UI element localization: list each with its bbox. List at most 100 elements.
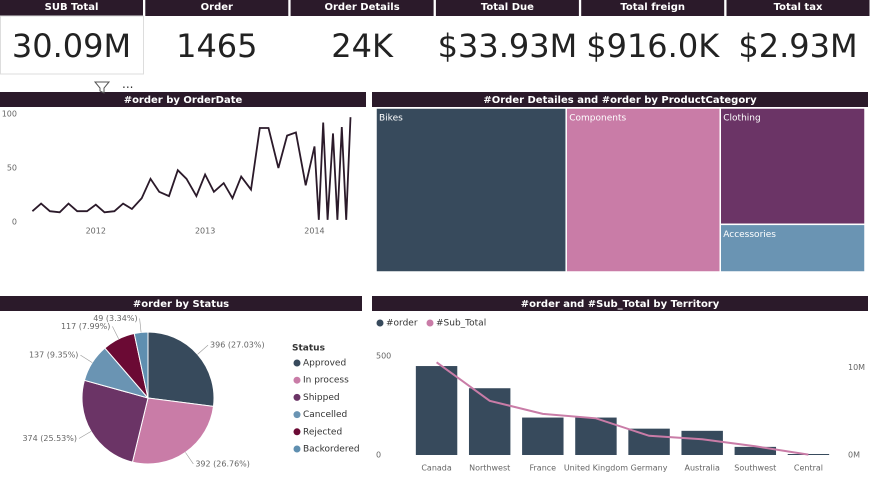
legend-swatch — [293, 411, 301, 419]
treemap-tile — [719, 223, 866, 273]
legend-swatch — [293, 428, 301, 436]
panel-title: #order by Status — [133, 299, 229, 310]
card-header — [726, 0, 870, 16]
leader-line — [185, 452, 194, 465]
x-tick-label: France — [530, 464, 557, 473]
more-icon[interactable]: ··· — [122, 81, 133, 95]
legend-label: Shipped — [303, 393, 340, 403]
bar — [734, 446, 777, 455]
card-header — [145, 0, 289, 16]
legend-title: Status — [292, 344, 325, 354]
legend-label: Rejected — [303, 427, 342, 437]
y2-tick-label: 0M — [848, 451, 860, 460]
card-value: $916.0K — [586, 27, 720, 65]
card-title: Total freign — [620, 2, 685, 13]
card-value: 1465 — [176, 27, 257, 65]
panel-title: #Order Detailes and #order by ProductCat… — [483, 95, 757, 106]
x-tick-label: Central — [794, 464, 823, 473]
card-value: $33.93M — [438, 27, 578, 65]
x-tick-label: United Kingdom — [564, 464, 628, 473]
leader-line — [80, 354, 93, 363]
legend-swatch — [426, 319, 434, 327]
bar — [787, 454, 830, 455]
x-tick-label: 2014 — [304, 227, 324, 236]
x-tick-label: Germany — [631, 464, 668, 473]
x-tick-label: 2012 — [86, 227, 106, 236]
pie-slice — [133, 331, 149, 399]
panel-header — [372, 92, 868, 107]
leader-line — [197, 344, 209, 355]
line — [436, 361, 809, 456]
x-tick-label: 2013 — [195, 227, 215, 236]
panel-header — [0, 296, 362, 311]
card-value: $2.93M — [738, 27, 857, 65]
legend-label: #Sub_Total — [436, 319, 486, 329]
data-label: 396 (27.03%) — [210, 341, 265, 350]
bar — [522, 417, 564, 455]
bar — [681, 430, 723, 455]
data-label: 374 (25.53%) — [22, 434, 77, 443]
card-title: SUB Total — [45, 2, 99, 13]
card-header — [0, 0, 143, 16]
treemap-tile — [719, 107, 866, 226]
card-value: 24K — [331, 27, 394, 65]
cards: SUB Total 30.09M Order 1465 Order Details 24K… — [0, 0, 870, 75]
pie-slice — [147, 331, 215, 407]
filter-icon[interactable] — [93, 81, 111, 94]
y-tick-label: 500 — [376, 351, 391, 360]
tile-label: Components — [569, 114, 626, 124]
card-value: 30.09M — [12, 27, 131, 65]
tile-label: Accessories — [723, 230, 776, 240]
treemap-panel: #Order Detailes and #order by ProductCat… — [372, 92, 868, 273]
card-title: Order Details — [324, 2, 399, 13]
data-label: 49 (3.34%) — [93, 314, 137, 323]
card-title: Total tax — [774, 2, 823, 13]
card-title: Total Due — [481, 2, 534, 13]
card-selected — [0, 15, 144, 75]
x-tick-label: Southwest — [734, 464, 776, 473]
legend-label: Backordered — [303, 445, 360, 455]
legend-swatch — [293, 393, 301, 401]
line — [31, 117, 352, 220]
leader-line — [112, 326, 119, 340]
bar — [415, 366, 458, 455]
leader-line — [139, 318, 142, 333]
tile-label: Clothing — [723, 114, 760, 124]
legend-swatch — [293, 445, 301, 453]
treemap-tile — [375, 107, 567, 273]
panel-header — [372, 296, 868, 311]
bar — [468, 388, 511, 455]
x-tick-label: Northwest — [469, 464, 510, 473]
pie-slice — [81, 379, 149, 463]
x-tick-label: Australia — [684, 464, 719, 473]
panel-header — [0, 92, 366, 107]
y-tick-label: 0 — [376, 451, 381, 460]
card-header — [290, 0, 434, 16]
legend-label: #order — [386, 319, 418, 329]
panel-title: #order and #Sub_Total by Territory — [521, 299, 720, 310]
legend-label: Cancelled — [303, 410, 347, 420]
bar — [628, 428, 670, 455]
y-tick-label: 0 — [12, 218, 17, 227]
legend-label: In process — [303, 376, 349, 386]
card-header — [435, 0, 579, 16]
pie-slice — [131, 397, 215, 465]
y-tick-label: 100 — [2, 110, 17, 119]
leader-line — [78, 431, 92, 439]
tile-label: Bikes — [379, 114, 403, 124]
y-tick-label: 50 — [7, 164, 17, 173]
treemap-tile — [565, 107, 722, 273]
card-header — [581, 0, 725, 16]
pie-panel: #order by Status 396 (27.03%) 392 (26.76%)… — [0, 296, 362, 468]
panel-title: #order by OrderDate — [124, 95, 243, 106]
data-label: 137 (9.35%) — [29, 351, 78, 360]
x-tick-label: Canada — [421, 464, 452, 473]
line-panel: #order by OrderDate 0 50 100 2012 2013 2014 — [0, 92, 366, 236]
legend-swatch — [293, 359, 301, 367]
legend-swatch — [376, 319, 384, 327]
data-label: 117 (7.99%) — [61, 322, 110, 331]
y2-tick-label: 10M — [848, 363, 865, 372]
data-label: 392 (26.76%) — [195, 459, 250, 468]
combo-panel: #order and #Sub_Total by Territory 0 500 0M… — [372, 296, 868, 473]
